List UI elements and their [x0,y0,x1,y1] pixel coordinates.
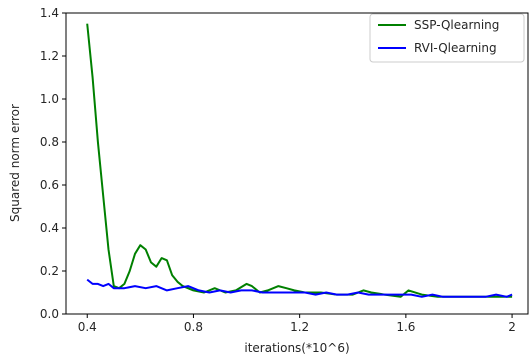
y-tick-label: 1.4 [40,6,59,20]
y-tick-label: 0.0 [40,307,59,321]
y-tick-label: 1.2 [40,49,59,63]
series-line-rvi-qlearning [86,278,513,298]
y-tick-label: 1.0 [40,92,59,106]
y-tick-label: 0.8 [40,135,59,149]
legend-box [369,13,525,63]
axes-frame [65,12,529,315]
x-axis-label: iterations(*10^6) [244,341,349,355]
x-tick-label: 0.8 [184,320,203,334]
y-tick-label: 0.2 [40,264,59,278]
x-tick-label: 2 [508,320,516,334]
y-tick-label: 0.4 [40,221,59,235]
plot-lines [86,23,513,298]
x-axis-ticks: 0.4 0.8 1.2 1.6 2 [78,314,516,334]
x-tick-label: 0.4 [78,320,97,334]
x-tick-label: 1.2 [290,320,309,334]
legend-label-ssp-qlearning: SSP-Qlearning [414,18,499,32]
y-tick-label: 0.6 [40,178,59,192]
x-tick-label: 1.6 [396,320,415,334]
legend: SSP-Qlearning RVI-Qlearning [369,13,525,63]
legend-label-rvi-qlearning: RVI-Qlearning [414,41,497,55]
y-axis-label: Squared norm error [8,104,22,222]
series-line-ssp-qlearning [86,23,513,298]
y-axis-ticks: 0.0 0.2 0.4 0.6 0.8 1.0 1.2 1.4 [40,6,66,321]
